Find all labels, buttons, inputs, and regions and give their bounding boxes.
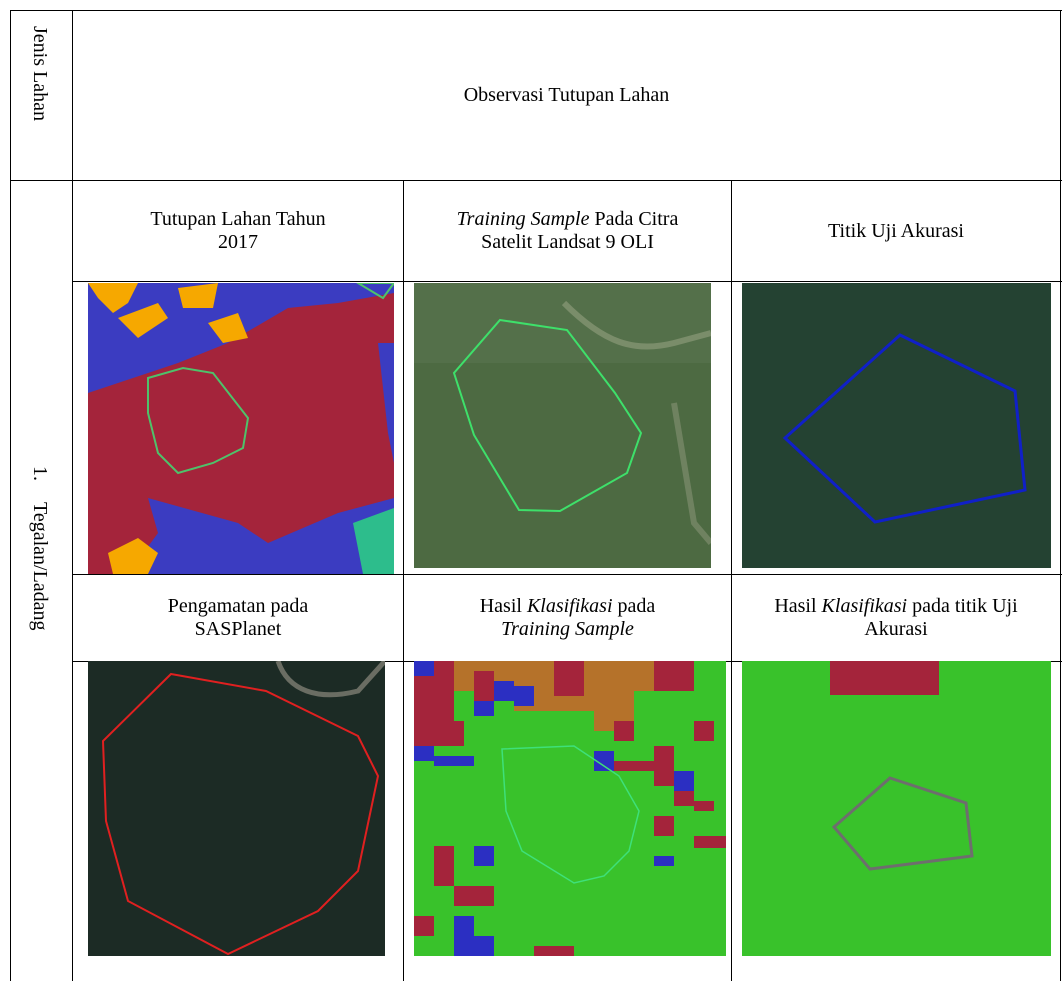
caption-text: Tutupan Lahan Tahun 2017 [150, 208, 330, 253]
title: Observasi Tutupan Lahan [73, 11, 1060, 180]
caption: Hasil Klasifikasi pada titik Uji Akurasi [764, 595, 1029, 641]
caption-cell: Hasil Klasifikasi pada Training Sample [404, 575, 731, 661]
caption: Tutupan Lahan Tahun 2017 [131, 208, 346, 254]
row-label: Tegalan/Ladang [28, 502, 51, 631]
caption-text: Hasil [480, 595, 527, 617]
caption-cell: Hasil Klasifikasi pada titik Uji Akurasi [732, 575, 1060, 661]
caption-text: Hasil [774, 595, 821, 617]
page: Jenis Lahan Observasi Tutupan Lahan 1. T… [0, 0, 1062, 981]
caption-text: Pengamatan pada SASPlanet [168, 595, 314, 640]
caption: Training Sample Pada Citra Satelit Lands… [455, 208, 680, 254]
border [1060, 10, 1061, 981]
caption-text: Training Sample [501, 618, 634, 640]
caption-text: pada [613, 595, 661, 617]
satellite-image [414, 283, 711, 568]
caption-text: Klasifikasi [527, 595, 613, 617]
caption-cell: Titik Uji Akurasi [732, 181, 1060, 281]
caption-text: Klasifikasi [822, 595, 908, 617]
caption: Pengamatan pada SASPlanet [131, 595, 346, 641]
classification-image [742, 661, 1051, 956]
caption: Titik Uji Akurasi [828, 220, 964, 243]
row-number: 1. [28, 466, 51, 481]
satellite-image [742, 283, 1051, 568]
row-header: Jenis Lahan [28, 26, 51, 121]
caption: Hasil Klasifikasi pada Training Sample [455, 595, 680, 641]
map-image [88, 283, 394, 574]
caption-cell: Training Sample Pada Citra Satelit Lands… [404, 181, 731, 281]
caption-cell: Pengamatan pada SASPlanet [73, 575, 403, 661]
satellite-image [88, 661, 385, 956]
caption-text: Titik Uji Akurasi [828, 220, 964, 242]
border [10, 10, 11, 981]
caption-cell: Tutupan Lahan Tahun 2017 [73, 181, 403, 281]
classification-image [414, 661, 726, 956]
caption-text: Training Sample [457, 208, 590, 230]
border [72, 281, 1062, 282]
